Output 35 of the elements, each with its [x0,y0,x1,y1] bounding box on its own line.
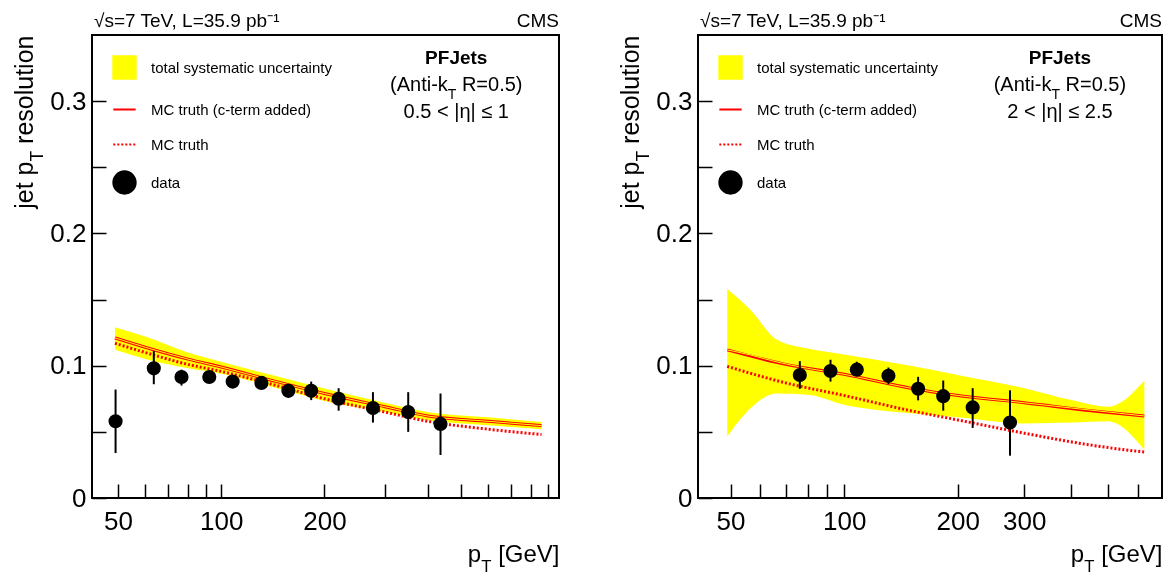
annotation: PFJets [1028,47,1092,68]
legend-label: MC truth (c-term added) [757,100,918,118]
legend-label: MC truth [151,135,209,153]
y-tick-label: 0.3 [50,85,87,116]
annotation: (Anti-k$_{T}$ R=0.5) [993,73,1127,102]
y-tick-label: 0.3 [656,85,693,116]
x-axis-title: p$_{T}$ [GeV] [1070,539,1163,574]
annotation: (Anti-k$_{T}$ R=0.5) [390,73,523,102]
legend-label: data [757,173,787,191]
legend-label: data [151,173,181,191]
annotation: 2 < |η| ≤ 2.5 [1007,100,1113,122]
y-tick-label: 0.2 [50,217,87,248]
x-tick-label: 50 [104,505,133,536]
legend-label: total systematic uncertainty [151,58,333,76]
legend-label: MC truth (c-term added) [151,100,312,118]
x-tick-label: 100 [200,505,244,536]
y-tick-label: 0.1 [656,350,693,381]
text: CMS [1119,10,1162,31]
annotation: PFJets [425,47,488,68]
legend-label: total systematic uncertainty [757,58,939,76]
x-tick-label: 200 [936,505,980,536]
x-tick-label: 100 [822,505,867,536]
x-tick-label: 50 [716,505,746,536]
text: CMS [516,10,559,31]
chart-title: √s=7 TeV, L=35.9 pb⁻¹ [700,10,886,31]
y-tick-label: 0 [678,482,693,513]
y-tick-label: 0 [72,482,87,513]
y-tick-label: 0.1 [50,350,87,381]
x-axis-title: p$_{T}$ [GeV] [467,539,560,574]
y-tick-label: 0.2 [656,217,693,248]
x-tick-label: 200 [303,505,347,536]
x-tick-label: 300 [1003,505,1047,536]
chart-title: √s=7 TeV, L=35.9 pb⁻¹ [94,10,280,31]
legend-label: MC truth [757,135,815,153]
annotation: 0.5 < |η| ≤ 1 [403,100,509,122]
